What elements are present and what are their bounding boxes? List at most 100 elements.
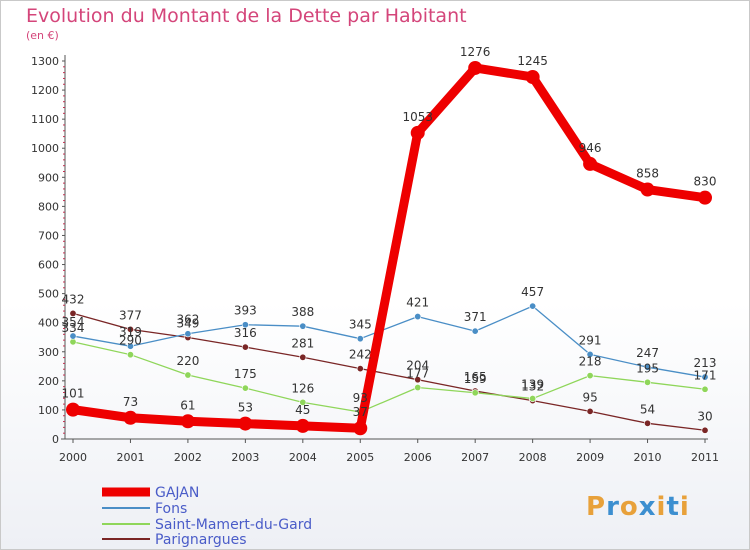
data-label: 61 — [180, 398, 195, 412]
data-point — [295, 418, 310, 433]
x-tick-label: 2010 — [634, 451, 662, 464]
y-tick-label: 0 — [52, 433, 59, 446]
series-line-GAJAN — [68, 63, 710, 433]
data-label: 946 — [579, 141, 602, 155]
data-point — [471, 389, 479, 397]
data-label: 830 — [694, 175, 717, 189]
data-point — [701, 385, 709, 393]
data-point — [356, 335, 364, 343]
data-label: 126 — [291, 381, 314, 395]
chart-subtitle: (en €) — [26, 29, 59, 42]
legend-label: Parignargues — [155, 532, 247, 548]
data-point — [701, 426, 709, 434]
chart-title: Evolution du Montant de la Dette par Hab… — [26, 5, 467, 27]
data-label: 218 — [579, 355, 602, 369]
data-point — [586, 350, 594, 358]
data-label: 220 — [176, 354, 199, 368]
data-label: 204 — [406, 359, 429, 373]
data-point — [69, 309, 77, 317]
data-label: 388 — [291, 305, 314, 319]
y-tick-label: 1200 — [31, 84, 59, 97]
y-tick-label: 700 — [38, 229, 59, 242]
data-point — [644, 363, 652, 371]
data-point — [583, 156, 598, 171]
data-label: 316 — [234, 326, 257, 340]
data-label: 165 — [464, 370, 487, 384]
y-tick-label: 1100 — [31, 113, 59, 126]
data-label: 175 — [234, 367, 257, 381]
data-label: 457 — [521, 285, 544, 299]
y-tick-label: 200 — [38, 375, 59, 388]
data-label: 362 — [176, 313, 199, 327]
y-tick-label: 800 — [38, 200, 59, 213]
series-line-Fons — [72, 305, 706, 378]
x-tick-label: 2001 — [116, 451, 144, 464]
data-point — [299, 322, 307, 330]
y-tick-label: 1000 — [31, 142, 59, 155]
data-point — [126, 325, 134, 333]
data-point — [356, 365, 364, 373]
data-point — [241, 343, 249, 351]
legend-label: Saint-Mamert-du-Gard — [155, 517, 312, 533]
data-point — [640, 182, 655, 197]
data-label: 177 — [406, 367, 429, 381]
data-point — [529, 395, 537, 403]
data-label: 291 — [579, 333, 602, 347]
data-label: 377 — [119, 308, 142, 322]
legend-label: GAJAN — [155, 485, 199, 501]
y-tick-label: 400 — [38, 317, 59, 330]
data-point — [184, 330, 192, 338]
y-tick-label: 1300 — [31, 55, 59, 68]
data-label: 1276 — [460, 45, 491, 59]
data-point — [69, 338, 77, 346]
data-label: 345 — [349, 318, 372, 332]
data-point — [123, 410, 138, 425]
data-point — [69, 332, 77, 340]
series-line-Saint-Mamert-du-Gard — [72, 341, 706, 413]
data-label: 354 — [62, 315, 85, 329]
data-point — [238, 416, 253, 431]
data-label: 421 — [406, 296, 429, 310]
data-label: 1245 — [517, 54, 548, 68]
x-tick-label: 2000 — [59, 451, 87, 464]
x-tick-label: 2002 — [174, 451, 202, 464]
x-tick-label: 2004 — [289, 451, 317, 464]
data-label: 30 — [697, 409, 712, 423]
x-tick-label: 2008 — [519, 451, 547, 464]
data-label: 393 — [234, 304, 257, 318]
data-point — [644, 378, 652, 386]
data-point — [241, 321, 249, 329]
data-point — [586, 407, 594, 415]
data-label: 334 — [62, 321, 85, 335]
data-point — [353, 421, 368, 436]
y-tick-label: 500 — [38, 288, 59, 301]
data-label: 93 — [353, 391, 368, 405]
data-label: 1053 — [402, 110, 433, 124]
y-tick-label: 600 — [38, 259, 59, 272]
data-label: 132 — [521, 380, 544, 394]
series-line-Parignargues — [72, 312, 706, 431]
data-point — [410, 125, 425, 140]
data-label: 53 — [238, 401, 253, 415]
x-tick-label: 2003 — [231, 451, 259, 464]
data-label: 139 — [521, 378, 544, 392]
x-tick-label: 2011 — [691, 451, 719, 464]
data-point — [241, 384, 249, 392]
data-point — [468, 60, 483, 75]
data-label: 281 — [291, 336, 314, 350]
x-tick-label: 2009 — [576, 451, 604, 464]
data-point — [698, 190, 712, 205]
data-point — [184, 371, 192, 379]
data-label: 213 — [694, 356, 717, 370]
data-label: 73 — [123, 395, 138, 409]
y-tick-label: 900 — [38, 171, 59, 184]
data-label: 195 — [636, 361, 659, 375]
data-point — [529, 302, 537, 310]
data-point — [66, 402, 80, 417]
y-tick-label: 300 — [38, 346, 59, 359]
data-label: 171 — [694, 368, 717, 382]
data-point — [299, 398, 307, 406]
data-label: 54 — [640, 402, 655, 416]
